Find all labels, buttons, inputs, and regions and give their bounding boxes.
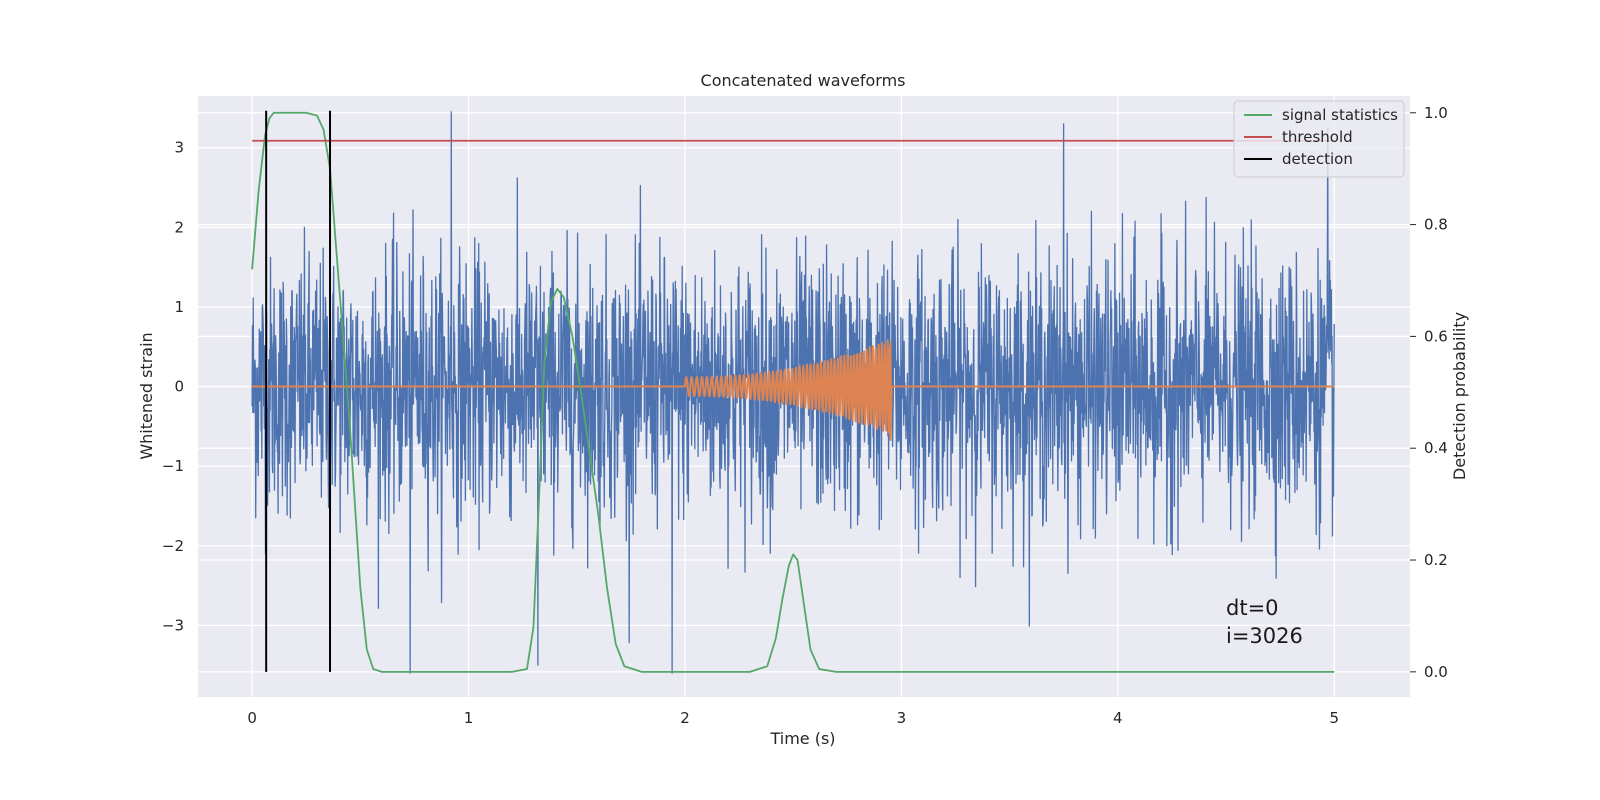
x-tick-label: 0: [247, 709, 257, 727]
series-whitened-strain-line: [251, 111, 1335, 674]
x-tick-label: 1: [464, 709, 474, 727]
x-tick-label: 5: [1329, 709, 1339, 727]
x-axis-label: Time (s): [769, 729, 835, 748]
y2-tick-label: 0.2: [1424, 551, 1448, 569]
y-tick-label: −1: [162, 457, 184, 475]
x-tick-label: 2: [680, 709, 690, 727]
series-layer: [251, 110, 1335, 674]
y2-axis-label: Detection probability: [1450, 312, 1469, 480]
series-chirp-merger-line: [887, 346, 893, 441]
y-tick-label: −3: [162, 616, 184, 634]
y-tick-label: 2: [174, 218, 184, 236]
y2-tick-label: 0.0: [1424, 663, 1448, 681]
annotation-i: i=3026: [1226, 624, 1303, 648]
ticks: 0 1 2 3 4 5 −3 −2 −1 0 1 2 3 0.0 0.2 0.4 0.6 0.8 1.0: [162, 104, 1448, 727]
y2-tick-label: 0.6: [1424, 327, 1448, 345]
x-tick-label: 3: [897, 709, 907, 727]
y2-tick-label: 1.0: [1424, 104, 1448, 122]
series-chirp-template-line: [251, 339, 1335, 434]
annotations: dt=0 i=3026: [1226, 596, 1303, 648]
annotation-dt: dt=0: [1226, 596, 1279, 620]
y2-tick-label: 0.4: [1424, 439, 1448, 457]
y-tick-label: 0: [174, 378, 184, 396]
legend-label: detection: [1282, 150, 1353, 168]
chart-title: Concatenated waveforms: [701, 71, 906, 90]
legend-label: signal statistics: [1282, 106, 1398, 124]
y-tick-label: −2: [162, 537, 184, 555]
legend: signal statistics threshold detection: [1233, 100, 1405, 178]
signal-statistics-line: [251, 111, 1335, 673]
x-tick-label: 4: [1113, 709, 1123, 727]
y-tick-label: 3: [174, 139, 184, 157]
y2-tick-label: 0.8: [1424, 216, 1448, 234]
y-axis-label: Whitened strain: [137, 332, 156, 459]
legend-box: [1233, 100, 1405, 178]
y-tick-label: 1: [174, 298, 184, 316]
legend-label: threshold: [1282, 128, 1353, 146]
